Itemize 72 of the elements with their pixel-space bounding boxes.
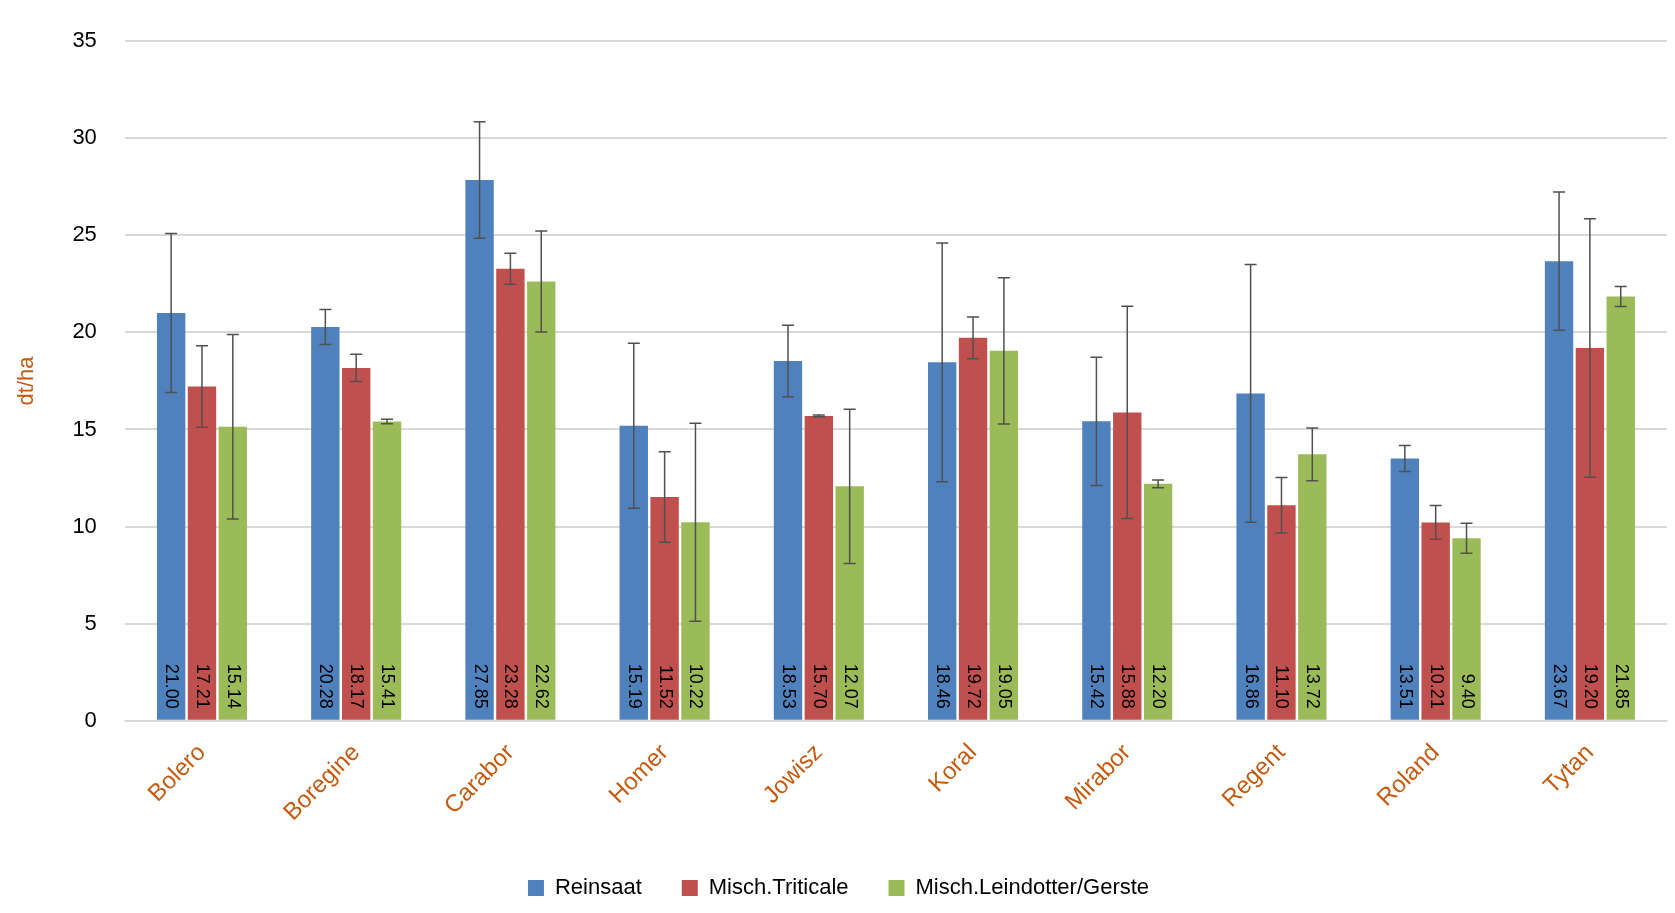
data-label: 12.07 [840, 663, 861, 709]
data-label: 19.05 [994, 663, 1015, 709]
y-tick-label: 15 [72, 415, 97, 441]
data-label: 15.14 [223, 663, 244, 709]
y-tick-label: 0 [84, 706, 97, 732]
data-label: 15.19 [624, 663, 645, 709]
legend-label: Misch.Leindotter/Gerste [915, 874, 1150, 900]
bar [156, 313, 186, 720]
bar [804, 415, 834, 720]
data-label: 10.21 [1426, 663, 1447, 709]
bar [1143, 483, 1173, 720]
data-label: 11.10 [1272, 664, 1293, 709]
bar [372, 421, 402, 720]
bar [619, 425, 648, 720]
bar [958, 337, 988, 720]
data-label: 18.17 [347, 663, 368, 709]
data-label: 20.28 [316, 663, 337, 709]
data-label: 13.72 [1303, 663, 1324, 709]
data-label: 10.22 [686, 663, 707, 709]
bar [928, 362, 957, 720]
bar [527, 281, 556, 720]
data-label: 19.72 [964, 663, 985, 709]
data-label: 9.40 [1457, 673, 1478, 709]
bar [1544, 261, 1574, 720]
data-label: 17.21 [193, 663, 214, 709]
y-tick-label: 5 [84, 609, 97, 635]
bar [311, 326, 340, 720]
data-label: 18.53 [779, 663, 800, 709]
bar [496, 268, 525, 720]
y-axis-title: dt/ha [13, 355, 39, 406]
data-label: 19.20 [1580, 663, 1601, 709]
bar [1390, 458, 1420, 720]
legend-label: Misch.Triticale [708, 874, 849, 900]
bar [835, 486, 864, 720]
y-tick-label: 25 [72, 221, 97, 247]
data-label: 23.28 [501, 663, 522, 709]
data-label: 15.41 [378, 663, 399, 709]
bar [1267, 505, 1296, 720]
data-label: 21.85 [1611, 663, 1632, 709]
data-label: 11.52 [655, 664, 676, 709]
bar [1113, 412, 1142, 720]
data-label: 21.00 [162, 663, 183, 709]
bar [1082, 421, 1111, 720]
bar [773, 360, 803, 720]
y-tick-label: 30 [72, 124, 97, 150]
bar [1421, 522, 1450, 720]
bar [1236, 393, 1265, 720]
data-label: 13.51 [1395, 663, 1416, 709]
data-label: 16.86 [1241, 663, 1262, 709]
bar [465, 180, 494, 720]
data-label: 23.67 [1550, 663, 1571, 709]
bar [1606, 296, 1635, 720]
bar [1452, 538, 1481, 720]
bar [650, 497, 679, 720]
bar [342, 367, 371, 720]
bar [1575, 347, 1605, 720]
y-tick-label: 35 [72, 27, 97, 53]
bar [681, 522, 710, 720]
y-tick-label: 20 [72, 318, 97, 344]
data-label: 27.85 [470, 663, 491, 709]
data-label: 18.46 [933, 663, 954, 709]
bar [1298, 454, 1327, 720]
data-label: 22.62 [532, 663, 553, 709]
bar [989, 350, 1019, 720]
y-tick-label: 10 [72, 512, 97, 538]
bar [187, 386, 217, 720]
legend-label: Reinsaat [554, 874, 642, 900]
data-label: 15.70 [809, 663, 830, 709]
data-label: 15.42 [1087, 663, 1108, 709]
data-label: 15.88 [1118, 663, 1139, 709]
data-label: 12.20 [1149, 663, 1170, 709]
bar [218, 426, 248, 720]
